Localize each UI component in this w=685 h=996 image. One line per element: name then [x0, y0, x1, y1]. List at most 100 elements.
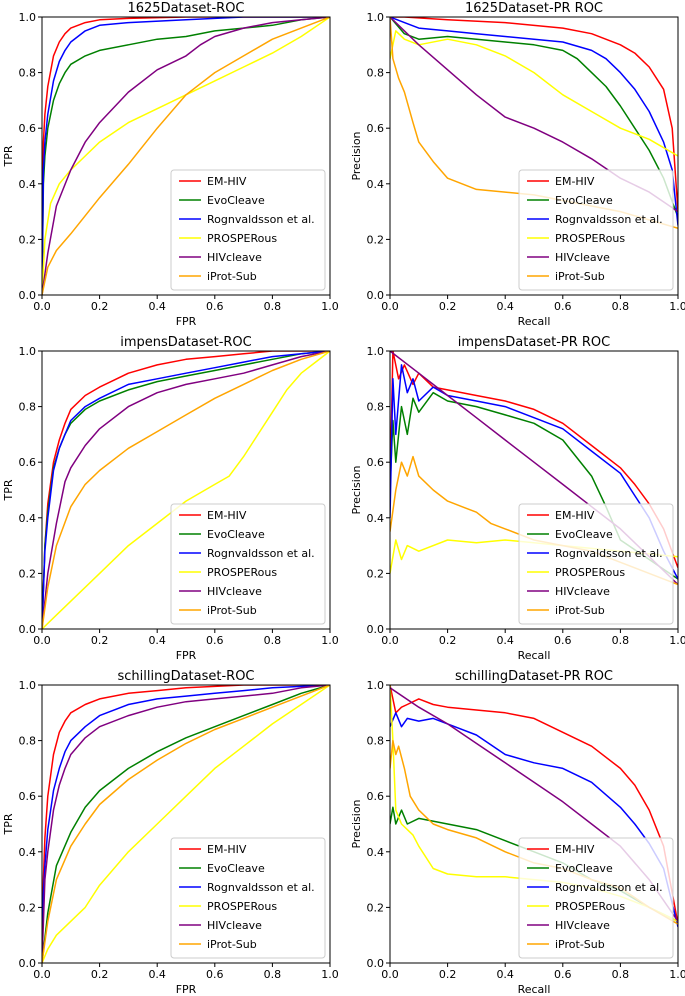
legend-box: [518, 837, 674, 959]
y-tick-label: 1.0: [367, 679, 385, 692]
legend-label: Rognvaldsson et al.: [207, 881, 315, 894]
chart-panel-1: 0.0 0.2 0.4 0.6 0.8 1.0 0.0 0.2 0.4 0.6 0.8 1.0 1625…: [2, 1, 339, 328]
legend-label: iProt-Sub: [207, 604, 257, 617]
legend-label: iProt-Sub: [207, 938, 257, 951]
legend-box: [170, 837, 326, 959]
y-axis-label: TPR: [2, 145, 15, 167]
x-tick-label: 0.2: [439, 968, 457, 981]
legend-label: PROSPERous: [555, 566, 625, 579]
series-line-rognvaldsson-et-al-: [42, 685, 330, 963]
legend-label: iProt-Sub: [555, 604, 605, 617]
axes-frame: [41, 16, 331, 296]
x-tick-label: 0.2: [91, 300, 109, 313]
x-tick-label: 0.8: [264, 634, 282, 647]
legend-label: iProt-Sub: [555, 938, 605, 951]
x-tick-label: 0.6: [554, 968, 572, 981]
legend-box: [518, 169, 674, 291]
legend: EM-HIV EvoCleave Rognvaldsson et al. PROSPE…: [170, 169, 326, 291]
series-line-iprot-sub: [42, 685, 330, 963]
x-tick-label: 0.8: [612, 300, 630, 313]
legend-box: [170, 169, 326, 291]
legend-label: iProt-Sub: [555, 270, 605, 283]
y-tick-label: 0.4: [19, 512, 37, 525]
legend-box: [170, 503, 326, 625]
x-tick-label: 0.4: [496, 634, 514, 647]
x-tick-label: 0.2: [439, 300, 457, 313]
x-tick-label: 1.0: [321, 634, 339, 647]
y-tick-label: 1.0: [19, 11, 37, 24]
legend-label: EM-HIV: [555, 175, 595, 188]
legend-label: PROSPERous: [207, 900, 277, 913]
x-tick-label: 1.0: [669, 300, 685, 313]
y-tick-label: 0.6: [367, 122, 385, 135]
y-tick-label: 0.2: [19, 901, 37, 914]
axes-frame: [389, 684, 679, 964]
y-tick-label: 0.2: [19, 567, 37, 580]
legend-label: iProt-Sub: [207, 270, 257, 283]
x-tick-label: 0.8: [264, 968, 282, 981]
series-line-iprot-sub: [42, 17, 330, 295]
x-tick-label: 0.6: [206, 968, 224, 981]
y-tick-label: 0.8: [19, 401, 37, 414]
legend-label: HIVcleave: [555, 919, 610, 932]
legend-label: EM-HIV: [207, 509, 247, 522]
chart-panel-4: 0.0 0.2 0.4 0.6 0.8 1.0 0.0 0.2 0.4 0.6 0.8 1.0 impe…: [350, 335, 685, 662]
y-tick-label: 0.8: [367, 67, 385, 80]
series-line-hivcleave: [42, 351, 330, 629]
series-line-em-hiv: [390, 685, 678, 925]
x-axis-label: Recall: [518, 649, 551, 662]
x-tick-label: 0.0: [33, 968, 51, 981]
legend-label: HIVcleave: [555, 585, 610, 598]
chart-title: 1625Dataset-PR ROC: [465, 1, 603, 16]
x-tick-label: 0.4: [148, 634, 166, 647]
y-tick-label: 0.6: [367, 790, 385, 803]
y-tick-label: 0.4: [367, 178, 385, 191]
legend-label: Rognvaldsson et al.: [207, 213, 315, 226]
legend-label: PROSPERous: [555, 900, 625, 913]
legend-label: Rognvaldsson et al.: [207, 547, 315, 560]
y-axis-label: Precision: [350, 465, 363, 514]
x-tick-label: 1.0: [669, 968, 685, 981]
legend-label: EM-HIV: [555, 843, 595, 856]
series-line-hivcleave: [42, 17, 330, 295]
series-line-evocleave: [42, 685, 330, 963]
x-tick-label: 0.6: [206, 300, 224, 313]
chart-title: 1625Dataset-ROC: [127, 1, 244, 16]
y-tick-label: 0.0: [19, 289, 37, 302]
legend-label: HIVcleave: [207, 251, 262, 264]
x-axis-label: FPR: [176, 649, 197, 662]
y-tick-label: 1.0: [19, 345, 37, 358]
y-tick-label: 0.6: [367, 456, 385, 469]
axes-frame: [389, 350, 679, 630]
x-tick-label: 1.0: [321, 968, 339, 981]
legend-label: EM-HIV: [555, 509, 595, 522]
series-line-prosperous: [390, 30, 678, 157]
y-tick-label: 0.6: [19, 790, 37, 803]
series-line-em-hiv: [42, 351, 330, 629]
x-tick-label: 0.4: [496, 300, 514, 313]
series-line-evocleave: [390, 17, 678, 218]
x-tick-label: 0.4: [148, 968, 166, 981]
legend-label: EvoCleave: [207, 194, 265, 207]
axes-frame: [41, 684, 331, 964]
y-tick-label: 0.2: [367, 901, 385, 914]
y-tick-label: 0.0: [367, 957, 385, 970]
chart-panel-2: 0.0 0.2 0.4 0.6 0.8 1.0 0.0 0.2 0.4 0.6 0.8 1.0 1625…: [350, 1, 685, 328]
legend: EM-HIV EvoCleave Rognvaldsson et al. PROSPE…: [518, 503, 674, 625]
y-tick-label: 0.8: [367, 735, 385, 748]
x-tick-label: 0.6: [554, 634, 572, 647]
y-tick-label: 0.6: [19, 122, 37, 135]
y-tick-label: 1.0: [367, 11, 385, 24]
axes-frame: [41, 350, 331, 630]
legend: EM-HIV EvoCleave Rognvaldsson et al. PROSPE…: [518, 837, 674, 959]
legend: EM-HIV EvoCleave Rognvaldsson et al. PROSPE…: [170, 503, 326, 625]
x-tick-label: 0.2: [91, 634, 109, 647]
y-tick-label: 0.2: [367, 567, 385, 580]
legend-label: PROSPERous: [555, 232, 625, 245]
x-tick-label: 0.0: [33, 634, 51, 647]
y-tick-label: 0.8: [19, 735, 37, 748]
series-line-iprot-sub: [42, 351, 330, 629]
x-tick-label: 0.8: [612, 968, 630, 981]
y-tick-label: 0.4: [19, 178, 37, 191]
